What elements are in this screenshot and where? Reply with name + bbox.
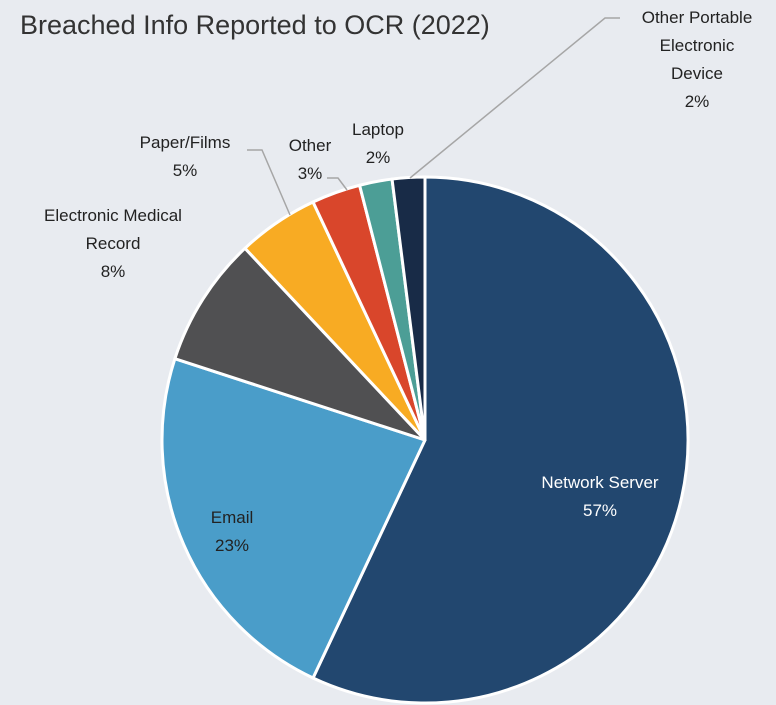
- chart-title: Breached Info Reported to OCR (2022): [20, 10, 490, 40]
- category-label: Network Server: [541, 473, 659, 492]
- leader-line: [409, 17, 620, 179]
- category-label: Other: [288, 136, 332, 155]
- category-label: Other Portable Electronic Device: [641, 8, 753, 83]
- leader-line: [327, 177, 348, 191]
- value-label: 57%: [582, 501, 618, 520]
- slice-label: Other 3%: [270, 132, 350, 188]
- slice-label: Paper/Films 5%: [115, 129, 255, 185]
- category-label: Paper/Films: [139, 133, 231, 152]
- category-label: Laptop: [352, 120, 404, 139]
- slice: [173, 246, 427, 442]
- value-label: 2%: [684, 92, 710, 111]
- slice-label: Laptop 2%: [338, 116, 418, 172]
- slice-label: Electronic Medical Record 8%: [18, 202, 208, 286]
- value-label: 5%: [172, 161, 198, 180]
- value-label: 8%: [100, 262, 126, 281]
- slice-label: Network Server 57%: [500, 469, 700, 525]
- category-label: Electronic Medical Record: [44, 206, 182, 253]
- value-label: 23%: [214, 536, 250, 555]
- slice: [311, 175, 690, 705]
- value-label: 3%: [297, 164, 323, 183]
- slice: [160, 357, 427, 680]
- slices: [160, 175, 690, 705]
- leader-line: [247, 149, 291, 216]
- value-label: 2%: [365, 148, 391, 167]
- slice-label: Other Portable Electronic Device 2%: [632, 4, 762, 116]
- slice-label: Email 23%: [172, 504, 292, 560]
- category-label: Email: [210, 508, 254, 527]
- slice: [390, 175, 427, 442]
